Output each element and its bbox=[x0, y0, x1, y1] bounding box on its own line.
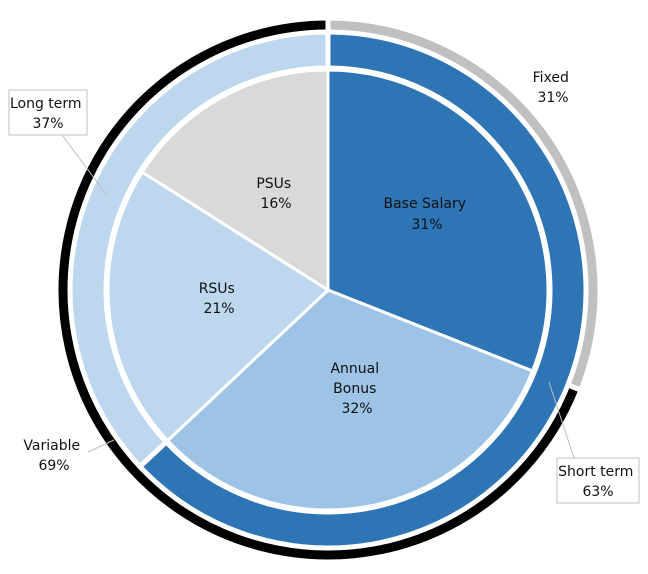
variable-label: Variable 69% bbox=[23, 438, 84, 474]
rsus-label: RSUs 21% bbox=[199, 281, 240, 317]
variable-leader-line bbox=[87, 439, 115, 453]
inner-pie-group bbox=[106, 68, 550, 512]
short-term-callout: Short term 63% bbox=[548, 381, 640, 504]
short-term-box bbox=[556, 457, 640, 504]
short-term-ring-segment bbox=[136, 29, 589, 551]
long-term-callout: Long term 37% bbox=[8, 89, 107, 195]
annual-bonus-pie-slice bbox=[165, 288, 535, 512]
psus-label: PSUs 16% bbox=[256, 176, 295, 212]
psus-pie-slice bbox=[140, 68, 330, 293]
fixed-label: Fixed 31% bbox=[533, 70, 574, 106]
base-salary-pie-slice bbox=[326, 68, 550, 373]
long-term-leader-line bbox=[61, 134, 107, 195]
long-term-label: Long term 37% bbox=[10, 96, 86, 132]
annual-bonus-label: Annual Bonus 32% bbox=[330, 361, 383, 417]
long-term-ring-segment bbox=[67, 29, 331, 471]
rsus-pie-slice bbox=[106, 170, 331, 443]
short-term-label: Short term 63% bbox=[558, 464, 638, 500]
base-salary-label: Base Salary 31% bbox=[384, 196, 471, 233]
long-term-box bbox=[8, 89, 88, 136]
short-term-leader-line bbox=[548, 381, 575, 459]
middle-ring-group bbox=[67, 29, 589, 551]
